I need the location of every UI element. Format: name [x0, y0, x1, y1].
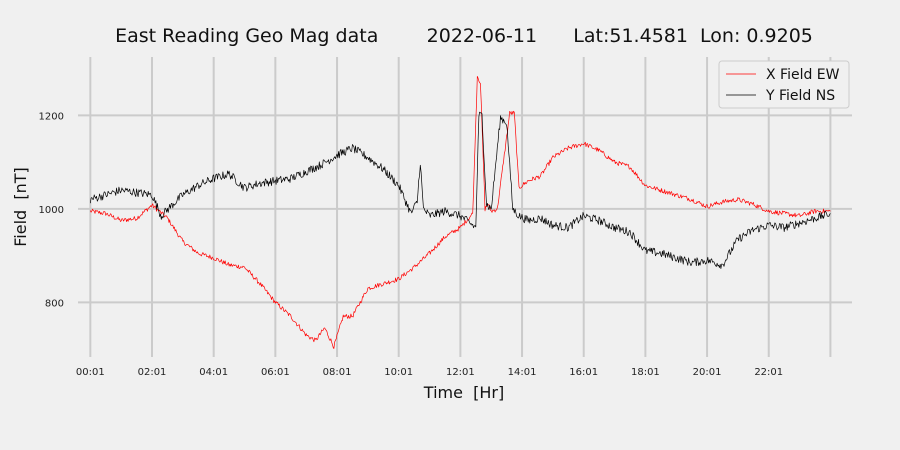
- y-tick-label: 1200: [39, 111, 64, 122]
- y-axis-label: Field [nT]: [11, 167, 30, 247]
- x-tick-label: 14:01: [508, 367, 537, 378]
- x-axis-label: Time [Hr]: [423, 383, 504, 402]
- x-tick-label: 08:01: [323, 367, 352, 378]
- x-tick-label: 00:01: [76, 367, 105, 378]
- x-tick-label: 04:01: [199, 367, 228, 378]
- legend-label: Y Field NS: [765, 88, 835, 104]
- x-tick-label: 10:01: [384, 367, 413, 378]
- chart-title: East Reading Geo Mag data 2022-06-11 Lat…: [115, 25, 813, 47]
- series-line-y-field: [89, 111, 831, 269]
- series-lines: [89, 76, 831, 349]
- x-tick-label: 18:01: [631, 367, 660, 378]
- x-tick-label: 02:01: [138, 367, 167, 378]
- legend-label: X Field EW: [766, 67, 840, 83]
- y-tick-label: 1000: [39, 205, 64, 216]
- x-tick-label: 06:01: [261, 367, 290, 378]
- y-ticks: 800 1000 1200: [39, 111, 64, 309]
- legend: X Field EW Y Field NS: [718, 60, 850, 109]
- x-tick-label: 16:01: [569, 367, 598, 378]
- x-tick-label: 20:01: [693, 367, 722, 378]
- legend-box: [718, 60, 850, 109]
- x-tick-label: 22:01: [754, 367, 783, 378]
- x-tick-label: 12:01: [446, 367, 475, 378]
- series-line-x-field: [89, 76, 831, 349]
- x-ticks: 00:01 02:01 04:01 06:01 08:01 10:01 12:01 14:01…: [76, 367, 783, 378]
- y-tick-label: 800: [45, 298, 64, 309]
